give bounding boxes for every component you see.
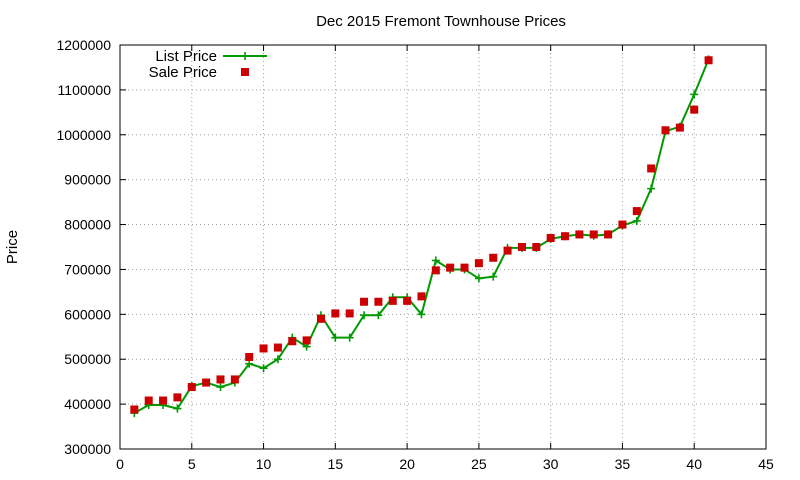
sale-price-point xyxy=(316,314,325,323)
sale-price-point xyxy=(273,343,282,352)
x-tick-label: 45 xyxy=(758,456,774,472)
sale-price-point xyxy=(489,253,498,262)
x-tick-label: 5 xyxy=(188,456,196,472)
x-tick-label: 0 xyxy=(116,456,124,472)
sale-price-point xyxy=(575,230,584,239)
sale-price-point xyxy=(288,337,297,346)
sale-price-point xyxy=(589,230,598,239)
y-tick-label: 1100000 xyxy=(58,82,112,98)
sale-price-point xyxy=(245,352,254,361)
x-tick-label: 20 xyxy=(399,456,415,472)
list-price-point xyxy=(273,355,282,364)
sale-price-point xyxy=(503,246,512,255)
list-price-point xyxy=(647,184,656,193)
list-price-point xyxy=(173,404,182,413)
series-list-price xyxy=(130,55,713,418)
y-tick-label: 1000000 xyxy=(56,127,111,143)
sale-price-point xyxy=(431,266,440,275)
list-price-point xyxy=(245,359,254,368)
sale-price-point xyxy=(546,234,555,243)
sale-price-point xyxy=(159,396,168,405)
sale-price-point xyxy=(446,263,455,272)
grid-layer xyxy=(120,45,766,449)
sale-price-point xyxy=(202,378,211,387)
legend-square-swatch xyxy=(241,68,249,76)
sale-price-point xyxy=(360,297,369,306)
legend-label: List Price xyxy=(155,48,217,65)
sale-price-point xyxy=(259,344,268,353)
sale-price-point xyxy=(374,297,383,306)
list-price-point xyxy=(374,311,383,320)
sale-price-point xyxy=(216,375,225,384)
list-price-point xyxy=(690,90,699,99)
sale-price-point xyxy=(388,296,397,305)
y-tick-label: 700000 xyxy=(64,261,111,277)
chart-title: Dec 2015 Fremont Townhouse Prices xyxy=(316,13,566,30)
x-tick-label: 35 xyxy=(615,456,631,472)
plot-frame xyxy=(119,44,767,450)
sale-price-point xyxy=(230,375,239,384)
x-tick-label: 15 xyxy=(328,456,344,472)
list-price-point xyxy=(417,310,426,319)
x-tick-label: 25 xyxy=(471,456,487,472)
y-tick-label: 600000 xyxy=(64,306,111,322)
sale-price-point xyxy=(460,263,469,272)
sale-price-point xyxy=(417,292,426,301)
sale-price-point xyxy=(618,220,627,229)
legend-plus-swatch xyxy=(241,52,249,60)
y-tick-label: 400000 xyxy=(64,396,111,412)
ticks-layer: 0 5 10 15 20 25 30 35 40 45 300000 400000 500000 6000… xyxy=(56,37,774,472)
sale-price-point xyxy=(130,405,139,414)
sale-price-point xyxy=(144,396,153,405)
list-price-point xyxy=(474,274,483,283)
sale-price-point xyxy=(690,105,699,114)
sale-price-point xyxy=(632,207,641,216)
list-price-line xyxy=(133,58,710,414)
y-tick-label: 300000 xyxy=(64,441,111,457)
list-price-point xyxy=(360,311,369,320)
y-tick-label: 800000 xyxy=(64,217,111,233)
list-price-point xyxy=(632,216,641,225)
list-price-point xyxy=(331,333,340,342)
sale-price-point xyxy=(675,123,684,132)
sale-price-point xyxy=(532,243,541,251)
sale-price-point xyxy=(403,296,412,305)
sale-price-point xyxy=(647,164,656,173)
legend-entry-list-price: List Price xyxy=(155,48,267,65)
x-tick-label: 30 xyxy=(543,456,559,472)
sale-price-point xyxy=(474,259,483,268)
legend-label: Sale Price xyxy=(149,64,217,81)
sale-price-point xyxy=(302,336,311,345)
list-price-point xyxy=(216,383,225,392)
sale-price-point xyxy=(604,230,613,239)
sale-price-point xyxy=(345,309,354,318)
sale-price-point xyxy=(331,309,340,318)
sale-price-point xyxy=(704,56,713,65)
list-price-point xyxy=(345,333,354,342)
y-tick-label: 900000 xyxy=(64,172,111,188)
series-sale-price xyxy=(130,56,713,414)
y-tick-label: 1200000 xyxy=(56,37,111,53)
sale-price-point xyxy=(187,383,196,392)
list-price-point xyxy=(489,272,498,281)
y-tick-label: 500000 xyxy=(64,351,111,367)
x-tick-label: 40 xyxy=(686,456,702,472)
y-axis-label: Price xyxy=(4,230,21,264)
series-layer xyxy=(130,55,713,418)
x-tick-label: 10 xyxy=(256,456,272,472)
sale-price-point xyxy=(561,232,570,241)
sale-price-point xyxy=(173,393,182,402)
sale-price-point xyxy=(661,126,670,135)
sale-price-point xyxy=(517,243,526,251)
list-price-point xyxy=(431,256,440,265)
list-price-point xyxy=(259,364,268,373)
legend-entry-sale-price: Sale Price xyxy=(149,64,249,81)
